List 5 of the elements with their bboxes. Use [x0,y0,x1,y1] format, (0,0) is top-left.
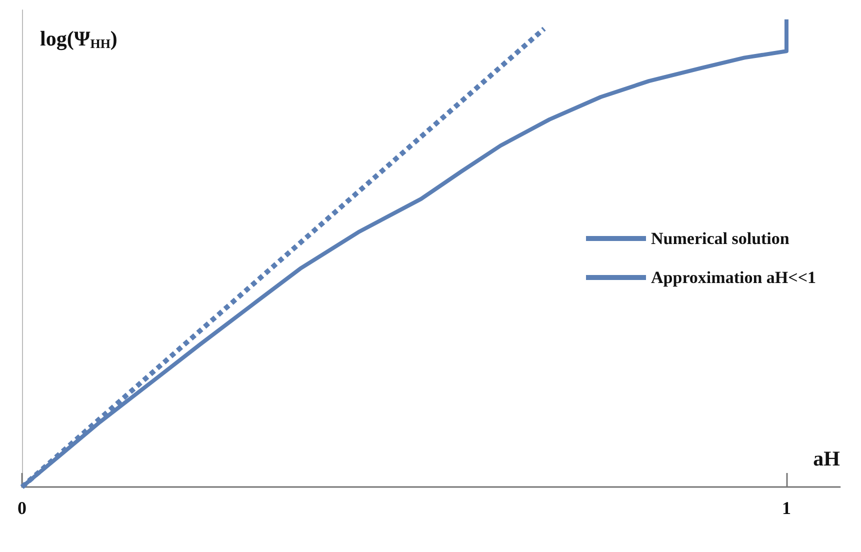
legend-label: Numerical solution [651,229,790,248]
legend-label: Approximation aH<<1 [651,268,816,287]
x-axis-title: aH [813,446,840,470]
x-tick-label: 0 [18,498,26,518]
x-tick-label: 1 [782,498,791,518]
